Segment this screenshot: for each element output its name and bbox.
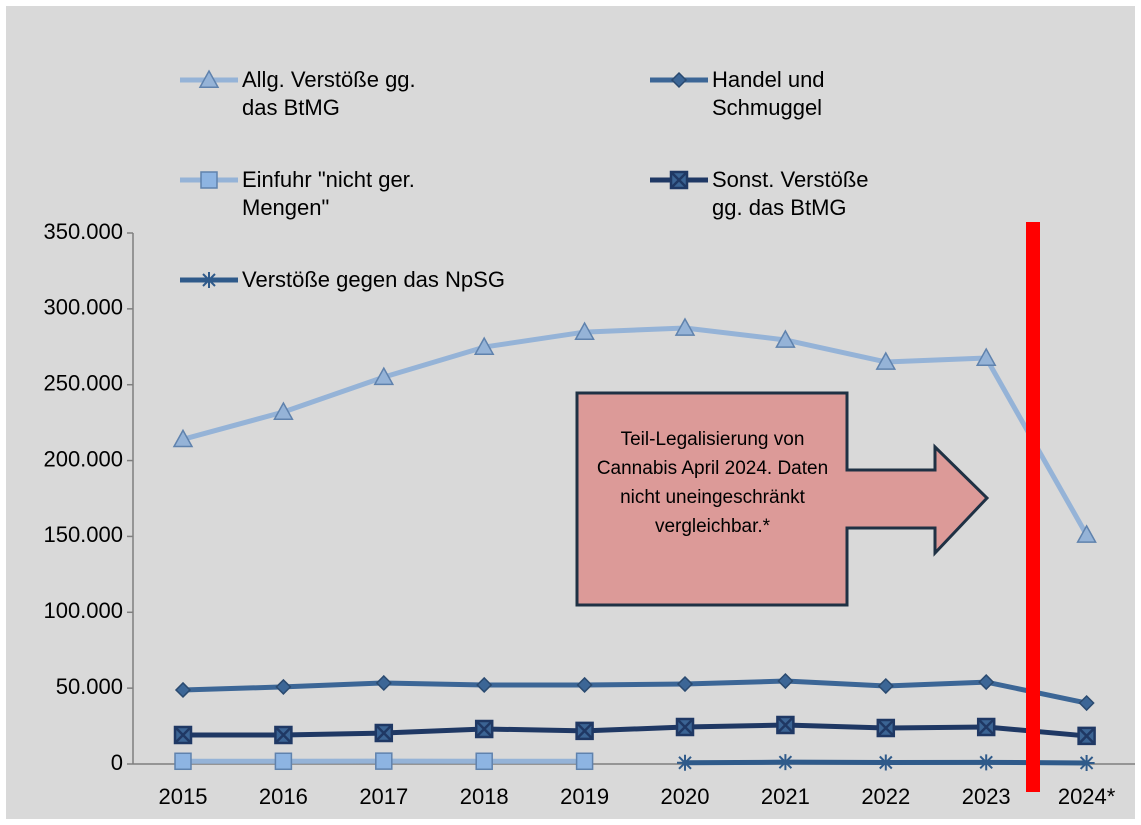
marker [373, 366, 395, 386]
marker [776, 715, 795, 735]
marker [574, 321, 595, 341]
marker [474, 719, 494, 739]
marker [575, 752, 594, 771]
legend-entry: Einfuhr "nicht ger. Mengen" [180, 166, 422, 222]
x-tick-label: 2023 [962, 784, 1011, 809]
legend-entry: Allg. Verstöße gg. das BtMG [180, 66, 422, 122]
legend-swatch [650, 71, 708, 89]
y-tick-label: 250.000 [43, 371, 123, 396]
marker [877, 677, 894, 695]
marker [473, 336, 495, 356]
marker [876, 718, 896, 738]
marker-bar [1026, 222, 1040, 792]
marker [273, 401, 294, 420]
marker [675, 717, 695, 737]
marker [201, 272, 217, 288]
marker [476, 676, 493, 694]
marker [200, 171, 218, 189]
marker [375, 674, 392, 692]
marker [1078, 754, 1095, 771]
x-tick-label: 2017 [359, 784, 408, 809]
legend-label: Allg. Verstöße gg. das BtMG [242, 67, 416, 120]
legend-entry: Sonst. Verstöße gg. das BtMG [650, 166, 892, 222]
marker [978, 674, 995, 691]
legend-entry: Verstöße gegen das NpSG [180, 266, 505, 294]
x-tick-label: 2015 [159, 784, 208, 809]
marker [374, 723, 394, 743]
marker [173, 725, 193, 745]
marker [1077, 726, 1096, 746]
legend-label: Verstöße gegen das NpSG [242, 267, 505, 292]
marker [575, 721, 594, 741]
marker [1076, 524, 1097, 543]
marker [676, 675, 694, 693]
y-tick-label: 300.000 [43, 295, 123, 320]
marker [576, 676, 593, 694]
marker [877, 754, 894, 771]
legend-label: Handel und Schmuggel [712, 67, 825, 120]
marker [976, 717, 996, 737]
marker [274, 725, 293, 745]
legend-entry: Handel und Schmuggel [650, 66, 892, 122]
marker [670, 71, 688, 89]
x-tick-label: 2020 [661, 784, 710, 809]
marker [978, 754, 995, 771]
y-tick-label: 200.000 [43, 446, 123, 471]
x-tick-label: 2021 [761, 784, 810, 809]
marker [274, 752, 293, 771]
marker [172, 428, 194, 448]
y-tick-label: 0 [111, 750, 123, 775]
series-line [182, 325, 1089, 537]
marker [875, 351, 897, 370]
series-line [183, 722, 1087, 739]
annotation: Teil-Legalisierung von Cannabis April 20… [596, 429, 829, 537]
marker [674, 317, 696, 336]
x-tick-label: 2018 [460, 784, 509, 809]
marker [174, 752, 192, 771]
legend-label: Einfuhr "nicht ger. Mengen" [242, 167, 415, 220]
y-tick-label: 100.000 [43, 598, 123, 623]
marker [475, 752, 493, 771]
series-line [182, 678, 1088, 706]
annotation-box [575, 391, 990, 607]
marker [777, 754, 794, 771]
marker [669, 170, 689, 190]
marker [1078, 694, 1095, 712]
y-tick-label: 50.000 [56, 674, 123, 699]
marker [677, 754, 693, 771]
y-tick-label: 150.000 [43, 522, 123, 547]
legend-label: Sonst. Verstöße gg. das BtMG [712, 167, 869, 220]
marker [375, 752, 393, 770]
x-tick-label: 2024* [1058, 784, 1116, 809]
legend-swatch [180, 171, 238, 189]
marker [174, 681, 192, 699]
x-tick-label: 2016 [259, 784, 308, 809]
marker [275, 678, 292, 695]
marker [775, 329, 796, 348]
marker [198, 69, 220, 88]
legend-swatch [180, 272, 238, 288]
marker [777, 672, 794, 690]
y-tick-label: 350.000 [43, 219, 123, 244]
x-tick-label: 2019 [560, 784, 609, 809]
legend-swatch [180, 69, 238, 88]
marker [975, 347, 997, 366]
x-tick-label: 2022 [861, 784, 910, 809]
legend-swatch [650, 170, 708, 190]
